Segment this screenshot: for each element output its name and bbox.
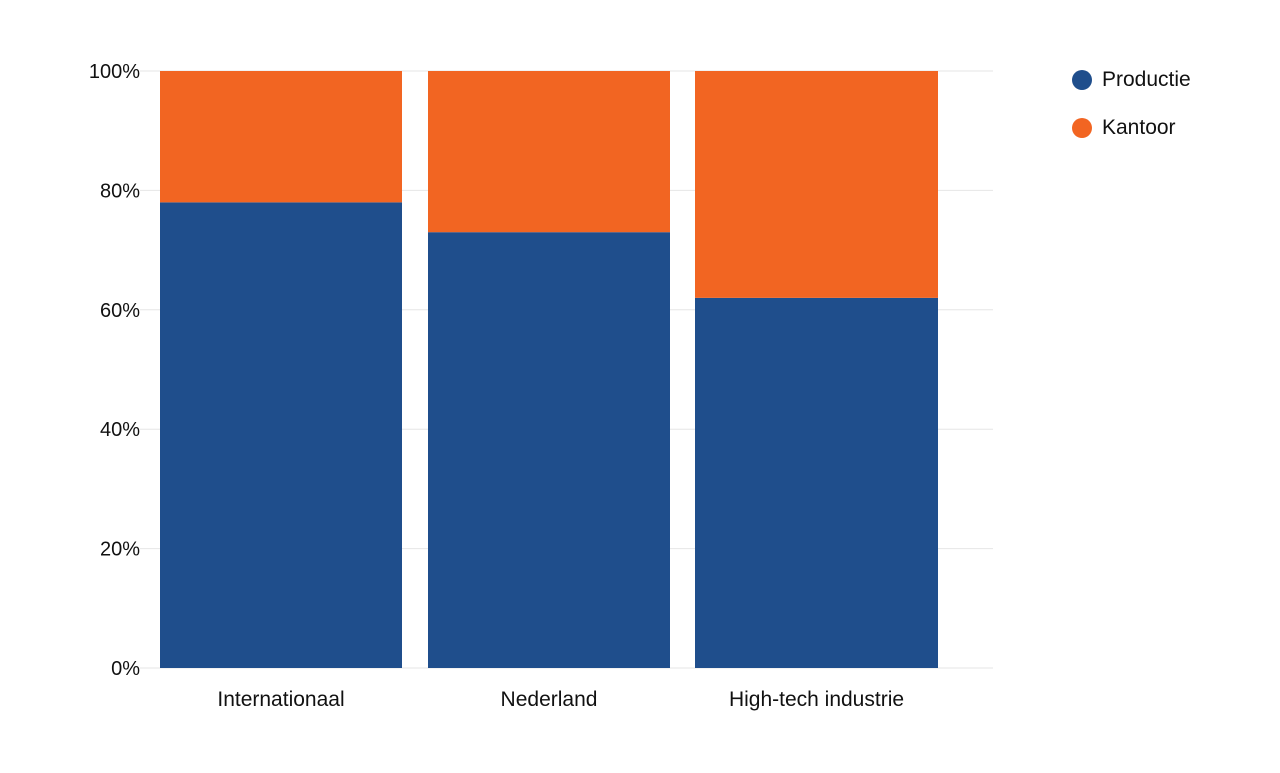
y-tick-label: 100%: [89, 61, 140, 83]
y-tick-label: 80%: [100, 180, 140, 202]
bar-kantoor-1: [428, 71, 670, 233]
x-tick-label: High-tech industrie: [729, 688, 904, 711]
y-tick-label: 60%: [100, 300, 140, 322]
y-tick-label: 40%: [100, 419, 140, 441]
legend-item-productie: Productie: [1072, 68, 1191, 92]
legend-item-kantoor: Kantoor: [1072, 116, 1191, 140]
legend-swatch-productie: [1072, 70, 1092, 90]
legend-label-kantoor: Kantoor: [1102, 116, 1176, 139]
y-tick-label: 20%: [100, 539, 140, 561]
legend-swatch-kantoor: [1072, 118, 1092, 138]
bar-productie-1: [428, 232, 670, 668]
x-tick-label: Internationaal: [217, 688, 344, 711]
legend-label-productie: Productie: [1102, 68, 1191, 91]
bar-kantoor-0: [160, 71, 402, 203]
bar-productie-2: [695, 297, 938, 668]
x-tick-label: Nederland: [501, 688, 598, 711]
bar-kantoor-2: [695, 71, 938, 298]
bar-productie-0: [160, 202, 402, 668]
y-tick-label: 0%: [111, 658, 140, 680]
legend: Productie Kantoor: [1072, 68, 1191, 164]
